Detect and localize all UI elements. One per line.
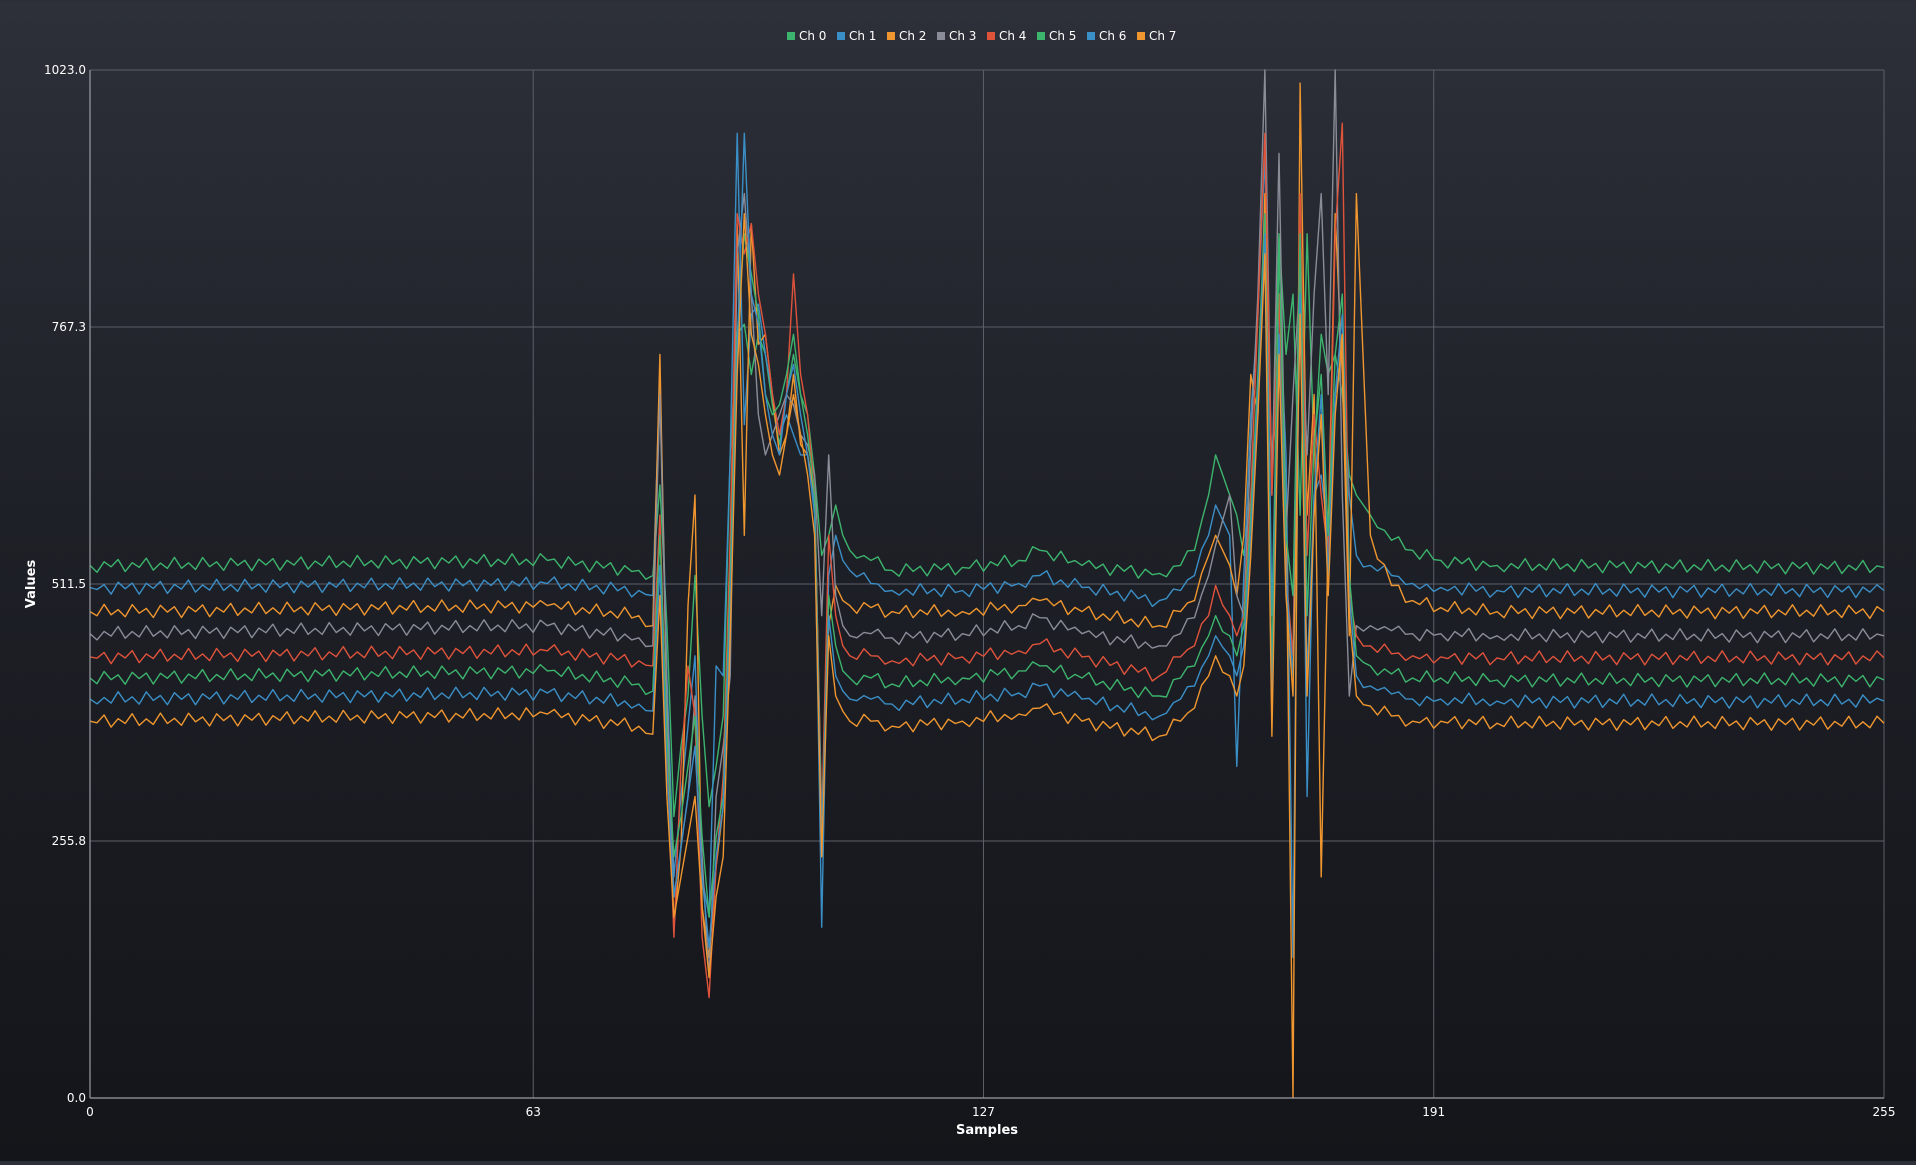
- legend-item[interactable]: Ch 4: [987, 29, 1026, 43]
- series-lines: [89, 69, 1885, 1099]
- legend-swatch: [1137, 32, 1145, 40]
- legend-label: Ch 1: [849, 29, 876, 43]
- x-tick-label: 0: [86, 1105, 94, 1119]
- legend-item[interactable]: Ch 0: [787, 29, 826, 43]
- series-line-5: [89, 212, 1885, 918]
- legend-item[interactable]: Ch 5: [1037, 29, 1076, 43]
- y-tick-label: 511.5: [52, 577, 86, 591]
- legend-swatch: [1037, 32, 1045, 40]
- series-line-2: [89, 82, 1885, 1099]
- x-tick-label: 127: [972, 1105, 995, 1119]
- legend-item[interactable]: Ch 6: [1087, 29, 1126, 43]
- y-tick-label: 255.8: [52, 834, 86, 848]
- legend-label: Ch 4: [999, 29, 1026, 43]
- series-line-4: [89, 122, 1885, 999]
- legend-item[interactable]: Ch 3: [937, 29, 976, 43]
- y-axis-label: Values: [24, 560, 39, 609]
- legend-swatch: [987, 32, 995, 40]
- x-tick-label: 63: [526, 1105, 541, 1119]
- legend-swatch: [837, 32, 845, 40]
- legend-item[interactable]: Ch 1: [837, 29, 876, 43]
- legend-item[interactable]: Ch 7: [1137, 29, 1176, 43]
- series-line-0: [89, 233, 1885, 818]
- legend-item[interactable]: Ch 2: [887, 29, 926, 43]
- legend-label: Ch 6: [1099, 29, 1126, 43]
- x-tick-label: 191: [1422, 1105, 1445, 1119]
- y-tick-label: 1023.0: [44, 63, 86, 77]
- legend-swatch: [1087, 32, 1095, 40]
- legend-label: Ch 2: [899, 29, 926, 43]
- legend-swatch: [887, 32, 895, 40]
- legend-label: Ch 5: [1049, 29, 1076, 43]
- legend-label: Ch 3: [949, 29, 976, 43]
- legend-label: Ch 7: [1149, 29, 1176, 43]
- y-tick-label: 767.3: [52, 320, 86, 334]
- x-tick-label: 255: [1873, 1105, 1896, 1119]
- series-line-7: [89, 212, 1885, 979]
- series-line-1: [89, 132, 1885, 958]
- x-axis-label: Samples: [956, 1123, 1018, 1138]
- legend: Ch 0 Ch 1 Ch 2 Ch 3 Ch 4 Ch 5 Ch 6 Ch 7: [787, 29, 1176, 43]
- legend-swatch: [937, 32, 945, 40]
- legend-label: Ch 0: [799, 29, 826, 43]
- legend-swatch: [787, 32, 795, 40]
- axes: [89, 70, 1884, 1099]
- series-line-6: [89, 132, 1885, 948]
- tick-labels: 0 63 127 191 255 0.0 255.8 511.5 767.3 1023.0: [44, 63, 1895, 1119]
- series-line-3: [89, 69, 1885, 979]
- y-tick-label: 0.0: [67, 1091, 86, 1105]
